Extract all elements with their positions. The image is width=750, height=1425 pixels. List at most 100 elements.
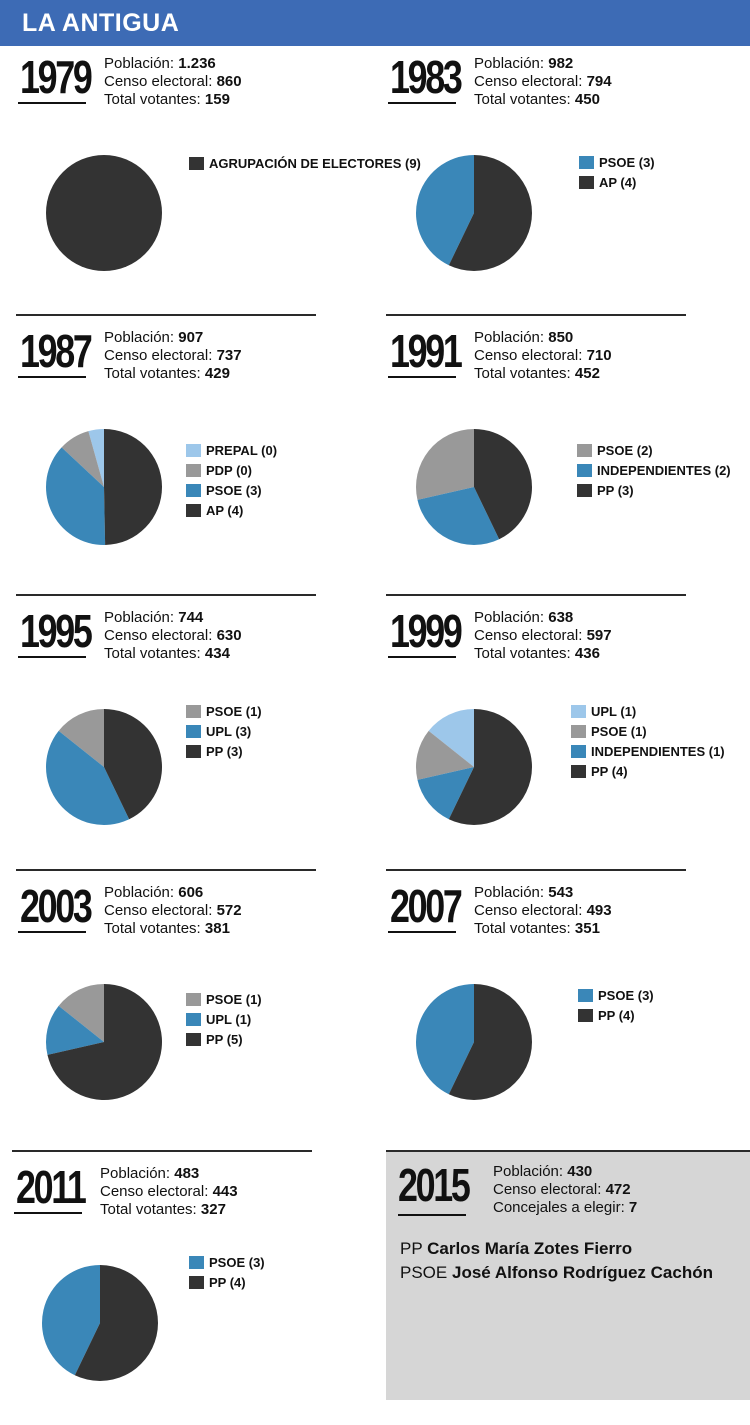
pie-slice bbox=[58, 984, 104, 1042]
pie-slice bbox=[416, 984, 474, 1095]
poblacion-value: 907 bbox=[178, 329, 204, 346]
year-underline bbox=[18, 376, 86, 378]
legend-item: PDP (0) bbox=[186, 461, 277, 481]
legend-label: PSOE (3) bbox=[209, 1255, 265, 1270]
votantes-label: Total votantes: bbox=[100, 1201, 197, 1218]
censo-value: 572 bbox=[216, 902, 242, 919]
poblacion-line: Población: 638 bbox=[474, 609, 612, 627]
poblacion-value: 430 bbox=[567, 1163, 593, 1180]
pie-slice bbox=[416, 730, 474, 780]
year-underline bbox=[18, 656, 86, 658]
pie-slice bbox=[448, 709, 533, 825]
votantes-value: 159 bbox=[204, 91, 230, 108]
pie-slice bbox=[42, 1265, 100, 1376]
votantes-value: 436 bbox=[574, 645, 600, 662]
legend-swatch bbox=[571, 765, 586, 778]
chart-panel-2003: 2003 Población: 606 Censo electoral: 572 To… bbox=[16, 869, 376, 1144]
censo-line: Censo electoral: 710 bbox=[474, 347, 612, 365]
votantes-value: 434 bbox=[204, 645, 230, 662]
legend-item: AP (4) bbox=[579, 173, 655, 193]
censo-line: Censo electoral: 794 bbox=[474, 73, 612, 91]
censo-line: Censo electoral: 860 bbox=[104, 73, 242, 91]
legend-label: PP (4) bbox=[591, 764, 628, 779]
censo-label: Censo electoral: bbox=[474, 73, 583, 90]
legend-swatch bbox=[186, 484, 201, 497]
pie-slice bbox=[46, 447, 106, 546]
pie-slice bbox=[415, 429, 474, 500]
censo-line: Censo electoral: 572 bbox=[104, 902, 242, 920]
legend-swatch bbox=[186, 444, 201, 457]
candidate-pp: PP Carlos María Zotes Fierro bbox=[400, 1239, 632, 1259]
stats-block: Población: 907 Censo electoral: 737 Total … bbox=[104, 329, 242, 383]
legend-item: INDEPENDIENTES (2) bbox=[577, 461, 731, 481]
year-underline bbox=[18, 931, 86, 933]
pie-slice bbox=[428, 709, 474, 767]
censo-label: Censo electoral: bbox=[104, 347, 213, 364]
stats-block: Población: 430 Censo electoral: 472 Conc… bbox=[493, 1163, 637, 1217]
legend-item: UPL (1) bbox=[571, 702, 725, 722]
legend-swatch bbox=[577, 484, 592, 497]
legend-swatch bbox=[577, 444, 592, 457]
legend-item: PSOE (3) bbox=[186, 481, 277, 501]
legend-item: PSOE (3) bbox=[579, 153, 655, 173]
legend: PSOE (3) AP (4) bbox=[579, 153, 655, 193]
poblacion-line: Población: 982 bbox=[474, 55, 612, 73]
year-underline bbox=[388, 376, 456, 378]
legend-item: PSOE (1) bbox=[186, 990, 262, 1010]
legend-swatch bbox=[186, 745, 201, 758]
legend-swatch bbox=[186, 705, 201, 718]
legend-swatch bbox=[578, 989, 593, 1002]
legend-item: PREPAL (0) bbox=[186, 441, 277, 461]
legend-item: PSOE (3) bbox=[189, 1253, 265, 1273]
poblacion-value: 638 bbox=[548, 609, 574, 626]
legend-item: PSOE (3) bbox=[578, 986, 654, 1006]
year-label: 2007 bbox=[390, 880, 463, 932]
poblacion-line: Población: 606 bbox=[104, 884, 242, 902]
chart-panel-2011: 2011 Población: 483 Censo electoral: 443 To… bbox=[12, 1150, 372, 1425]
legend-label: INDEPENDIENTES (2) bbox=[597, 463, 731, 478]
year-label: 1983 bbox=[390, 51, 463, 103]
chart-panel-1991: 1991 Población: 850 Censo electoral: 710 To… bbox=[386, 314, 746, 589]
legend-label: PSOE (1) bbox=[206, 704, 262, 719]
poblacion-label: Población: bbox=[493, 1163, 564, 1180]
legend-item: AGRUPACIÓN DE ELECTORES (9) bbox=[189, 154, 421, 174]
separator-line bbox=[386, 1150, 750, 1152]
stats-block: Población: 638 Censo electoral: 597 Total … bbox=[474, 609, 612, 663]
votantes-label: Total votantes: bbox=[104, 645, 201, 662]
legend-label: PREPAL (0) bbox=[206, 443, 278, 458]
poblacion-label: Población: bbox=[104, 884, 175, 901]
legend: PREPAL (0) PDP (0) PSOE (3) AP (4) bbox=[186, 441, 277, 521]
censo-value: 443 bbox=[212, 1183, 238, 1200]
pie-slice bbox=[417, 487, 500, 545]
censo-label: Censo electoral: bbox=[474, 902, 583, 919]
separator-line bbox=[386, 314, 686, 316]
poblacion-value: 483 bbox=[174, 1165, 200, 1182]
pie-slice bbox=[46, 155, 162, 271]
legend-item: UPL (3) bbox=[186, 722, 262, 742]
censo-label: Censo electoral: bbox=[474, 627, 583, 644]
legend-swatch bbox=[579, 176, 594, 189]
legend-label: PP (5) bbox=[206, 1032, 243, 1047]
poblacion-line: Población: 483 bbox=[100, 1165, 238, 1183]
pie-slice bbox=[448, 984, 533, 1100]
year-label: 1979 bbox=[20, 51, 93, 103]
legend-swatch bbox=[186, 1033, 201, 1046]
chart-panel-1979: 1979 Población: 1.236 Censo electoral: 860… bbox=[16, 40, 421, 315]
legend-swatch bbox=[578, 1009, 593, 1022]
legend-item: PP (4) bbox=[571, 762, 725, 782]
votantes-line: Total votantes: 450 bbox=[474, 91, 612, 109]
votantes-value: 429 bbox=[204, 365, 230, 382]
poblacion-line: Población: 850 bbox=[474, 329, 612, 347]
poblacion-value: 850 bbox=[548, 329, 574, 346]
concejales-value: 7 bbox=[628, 1199, 638, 1216]
legend-item: PP (4) bbox=[578, 1006, 654, 1026]
concejales-line: Concejales a elegir: 7 bbox=[493, 1199, 637, 1217]
pie-slice bbox=[46, 730, 130, 825]
votantes-value: 351 bbox=[574, 920, 600, 937]
censo-value: 597 bbox=[586, 627, 612, 644]
censo-line: Censo electoral: 493 bbox=[474, 902, 612, 920]
poblacion-line: Población: 430 bbox=[493, 1163, 637, 1181]
year-label: 2015 bbox=[398, 1159, 471, 1211]
legend-label: PSOE (3) bbox=[598, 988, 654, 1003]
votantes-value: 327 bbox=[200, 1201, 226, 1218]
